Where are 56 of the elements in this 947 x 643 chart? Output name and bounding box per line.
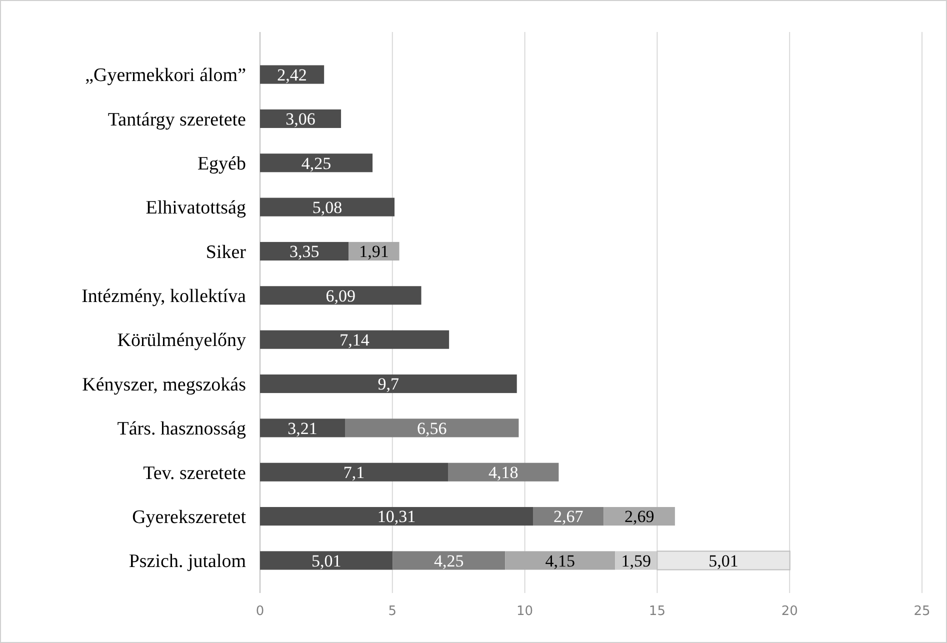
bar bbox=[260, 154, 373, 172]
data-label: 1,59 bbox=[621, 551, 652, 570]
x-tick-label: 0 bbox=[256, 604, 264, 619]
bar bbox=[260, 551, 393, 570]
y-tick-label: Társ. hasznosság bbox=[117, 418, 246, 440]
bar bbox=[260, 330, 450, 349]
data-label: 10,31 bbox=[377, 507, 416, 526]
data-label: 2,67 bbox=[553, 507, 584, 526]
bar bbox=[260, 242, 349, 261]
bar bbox=[260, 507, 534, 526]
y-tick-label: „Gyermekkori álom” bbox=[85, 65, 246, 86]
bar bbox=[260, 109, 342, 128]
data-label: 5,01 bbox=[311, 551, 342, 570]
bar bbox=[260, 374, 517, 394]
y-tick-label: Egyéb bbox=[197, 154, 246, 175]
data-label: 3,35 bbox=[289, 242, 320, 262]
data-label: 2,69 bbox=[624, 507, 654, 526]
data-label: 4,18 bbox=[488, 463, 518, 482]
bar bbox=[656, 550, 790, 570]
data-label: 4,15 bbox=[545, 551, 576, 570]
data-label: 6,56 bbox=[416, 418, 447, 438]
y-tick-label: Tantárgy szeretete bbox=[108, 109, 246, 130]
bar bbox=[392, 551, 506, 570]
data-label: 1,91 bbox=[359, 242, 389, 262]
y-tick-label: Elhivatottság bbox=[146, 198, 246, 219]
bar bbox=[260, 286, 422, 305]
data-label: 7,1 bbox=[343, 463, 365, 482]
data-label: 9,7 bbox=[378, 374, 400, 394]
y-tick-label: Gyerekszeretet bbox=[132, 506, 247, 528]
data-label: 3,21 bbox=[288, 418, 318, 438]
bar bbox=[260, 418, 345, 438]
bar bbox=[260, 462, 448, 482]
data-label: 5,08 bbox=[312, 198, 342, 218]
y-tick-label: Kényszer, megszokás bbox=[82, 374, 246, 396]
x-tick-label: 20 bbox=[781, 604, 798, 619]
bar bbox=[505, 551, 616, 570]
x-tick-label: 15 bbox=[648, 604, 666, 619]
y-tick-label: Körülményelőny bbox=[117, 330, 246, 352]
y-tick-label: Pszich. jutalom bbox=[128, 551, 246, 572]
x-tick-label: 25 bbox=[914, 604, 930, 619]
data-label: 4,25 bbox=[434, 551, 464, 570]
y-tick-label: Siker bbox=[206, 242, 247, 263]
x-tick-label: 10 bbox=[516, 604, 534, 619]
bar bbox=[448, 462, 559, 482]
y-tick-label: Intézmény, kollektíva bbox=[82, 286, 247, 308]
x-tick-label: 5 bbox=[388, 604, 397, 619]
bar bbox=[533, 507, 604, 526]
bar bbox=[345, 418, 519, 438]
data-label: 5,01 bbox=[708, 551, 738, 570]
data-label: 6,09 bbox=[326, 286, 356, 306]
data-label: 4,25 bbox=[301, 154, 332, 173]
bar bbox=[260, 198, 395, 216]
y-tick-label: Tev. szeretete bbox=[143, 462, 246, 484]
data-label: 7,14 bbox=[340, 330, 370, 350]
data-label: 2,42 bbox=[277, 65, 307, 84]
data-label: 3,06 bbox=[286, 110, 316, 129]
